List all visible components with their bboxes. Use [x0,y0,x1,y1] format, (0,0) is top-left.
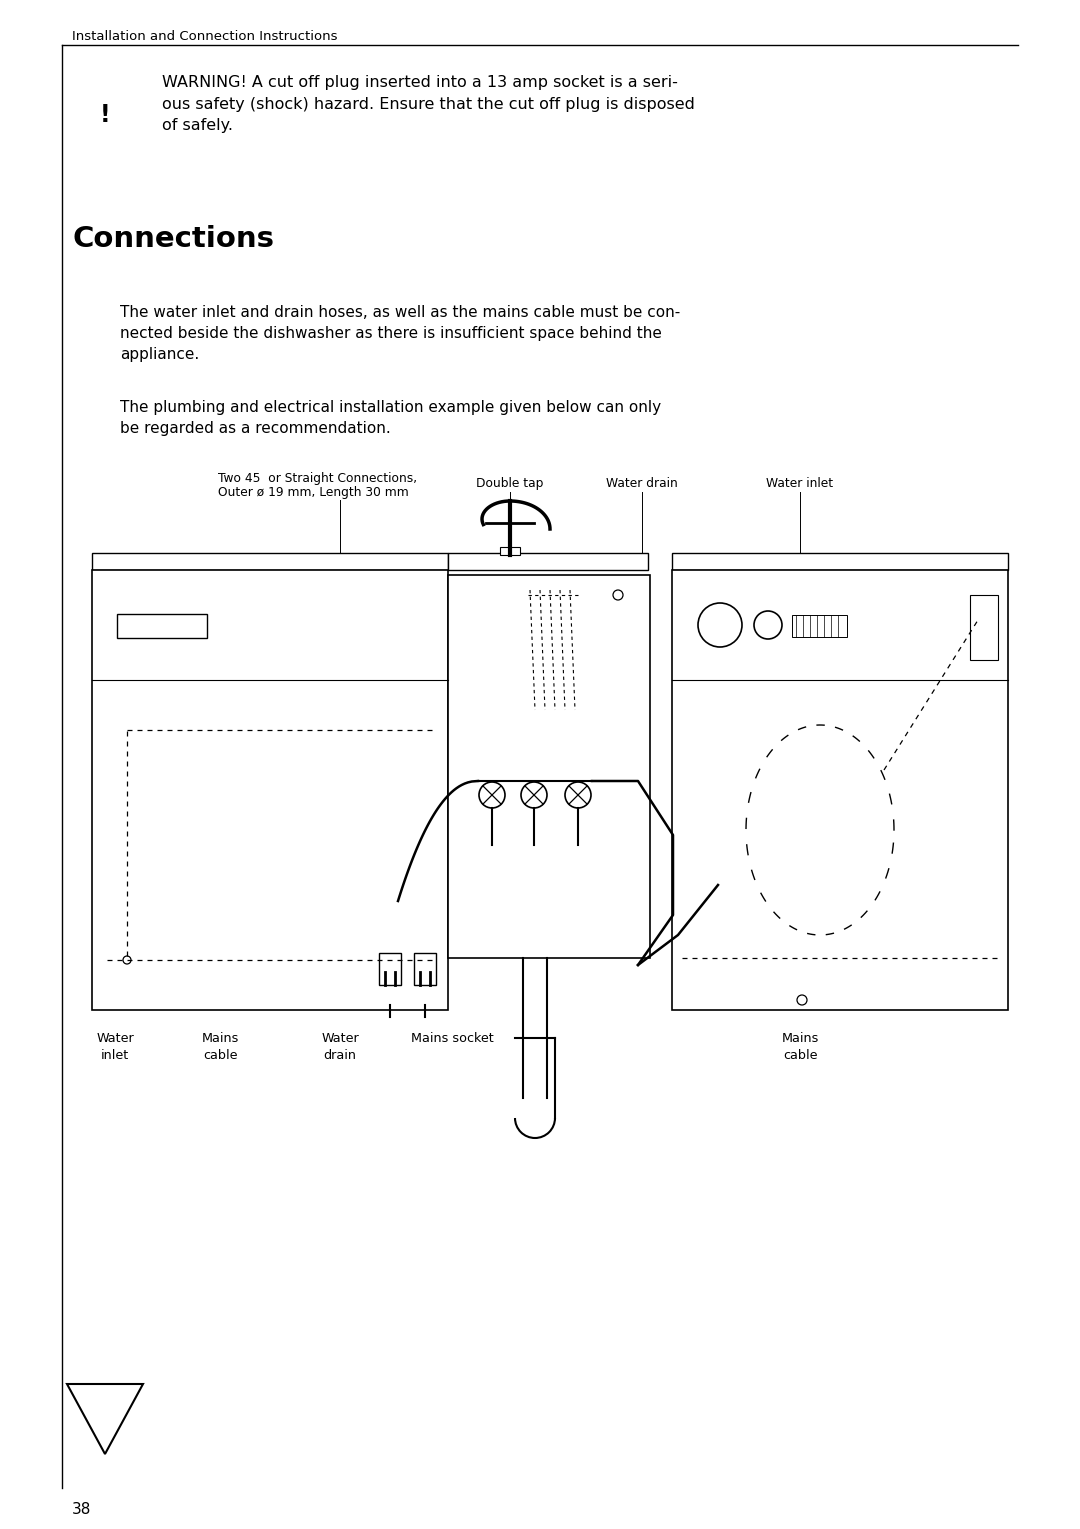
Text: The water inlet and drain hoses, as well as the mains cable must be con-
nected : The water inlet and drain hoses, as well… [120,304,680,362]
Text: Water
inlet: Water inlet [96,1032,134,1063]
Text: WARNING! A cut off plug inserted into a 13 amp socket is a seri-
ous safety (sho: WARNING! A cut off plug inserted into a … [162,75,694,133]
Bar [448,553,648,570]
Text: Double tap: Double tap [476,477,543,489]
Bar [672,553,1008,570]
Text: Mains
cable: Mains cable [781,1032,819,1063]
Bar [414,953,436,985]
Bar [672,570,1008,1011]
Text: Water inlet: Water inlet [767,477,834,489]
Text: Installation and Connection Instructions: Installation and Connection Instructions [72,31,337,43]
Bar [92,553,448,570]
Bar [448,575,650,959]
Bar [792,615,847,638]
Bar [500,547,519,555]
Text: 38: 38 [72,1501,92,1517]
Bar [117,615,207,638]
Text: Connections: Connections [72,225,274,252]
Text: Outer ø 19 mm, Length 30 mm: Outer ø 19 mm, Length 30 mm [218,486,408,498]
Text: The plumbing and electrical installation example given below can only
be regarde: The plumbing and electrical installation… [120,401,661,436]
Text: Mains socket: Mains socket [410,1032,494,1044]
Bar [379,953,401,985]
Text: Mains
cable: Mains cable [201,1032,239,1063]
Bar [970,595,998,661]
Text: Water
drain: Water drain [321,1032,359,1063]
Text: Water drain: Water drain [606,477,678,489]
Text: Two 45  or Straight Connections,: Two 45 or Straight Connections, [218,472,417,485]
Bar [92,570,448,1011]
Text: !: ! [99,102,110,127]
